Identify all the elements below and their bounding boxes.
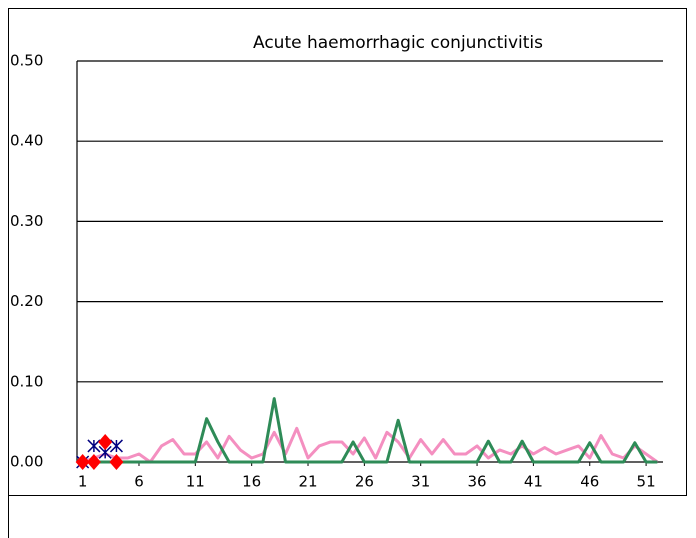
- x-tick-label: 6: [134, 473, 144, 491]
- x-tick-label: 21: [298, 473, 317, 491]
- y-tick-label: 0.00: [10, 453, 43, 471]
- asterisk-marker: [87, 439, 101, 453]
- y-tick-label: 0.30: [10, 212, 43, 230]
- x-tick-label: 16: [242, 473, 261, 491]
- x-tick-label: 31: [411, 473, 430, 491]
- y-tick-label: 0.50: [10, 52, 43, 70]
- x-tick-label: 36: [468, 473, 487, 491]
- diamond-marker: [75, 454, 90, 470]
- x-tick-label: 26: [355, 473, 374, 491]
- x-tick-label: 46: [580, 473, 599, 491]
- diamond-marker: [98, 433, 113, 450]
- asterisk-marker: [109, 439, 123, 453]
- chart-title: Acute haemorrhagic conjunctivitis: [253, 33, 543, 53]
- x-tick-label: 51: [637, 473, 656, 491]
- y-tick-label: 0.10: [10, 372, 43, 390]
- series-line: [82, 426, 659, 464]
- x-tick-label: 11: [186, 473, 205, 491]
- diamond-marker: [109, 454, 124, 470]
- frame: [8, 8, 687, 496]
- x-tick-label: 1: [78, 473, 88, 491]
- diamond-marker: [86, 454, 101, 470]
- x-tick-label: 41: [524, 473, 543, 491]
- y-tick-label: 0.20: [10, 292, 43, 310]
- y-tick-label: 0.40: [10, 132, 43, 150]
- series-line: [82, 397, 658, 464]
